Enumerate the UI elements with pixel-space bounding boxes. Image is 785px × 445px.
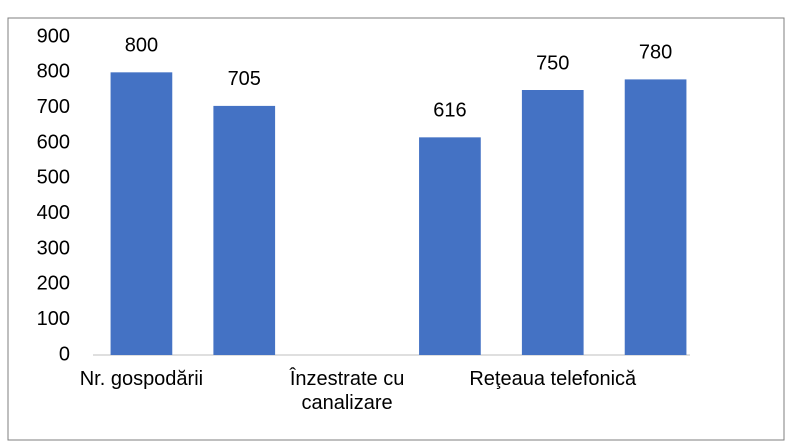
chart-frame [7,17,785,441]
y-tick-label: 100 [37,308,70,330]
bar [419,137,481,355]
data-label: 750 [536,52,569,74]
bar [213,105,276,356]
y-tick-label: 400 [37,202,70,224]
y-tick-label: 800 [37,61,70,83]
x-tick-label: Nr. gospodării [79,368,204,390]
x-tick-label: Înzestrate cu canalizare [289,368,405,414]
data-label: 780 [639,42,672,64]
x-tick-label: Reţeaua telefonică [469,368,637,390]
y-tick-label: 0 [59,343,70,365]
y-tick-label: 500 [37,167,70,189]
bar [624,79,687,356]
data-label: 800 [125,35,158,57]
y-tick-label: 900 [37,25,70,47]
bar [110,72,173,355]
bar [521,90,584,355]
y-tick-label: 200 [37,273,70,295]
y-tick-label: 700 [37,96,70,118]
data-label: 616 [433,100,466,122]
y-tick-label: 600 [37,131,70,153]
data-label: 705 [228,68,261,90]
y-tick-label: 300 [37,237,70,259]
